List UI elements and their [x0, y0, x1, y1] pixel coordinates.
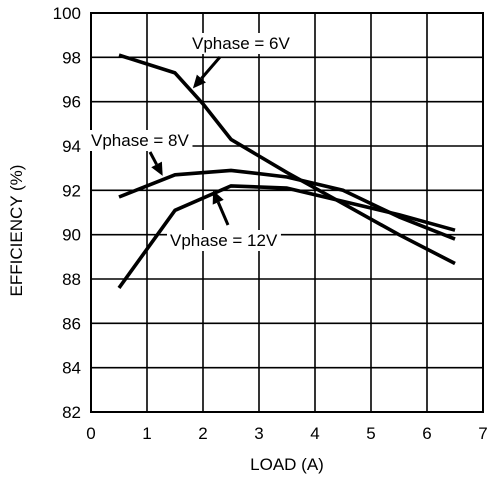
annotation-label-8v: Vphase = 8V	[91, 131, 189, 150]
y-tick-label: 84	[62, 359, 81, 378]
plot-frame	[90, 12, 484, 413]
annotation-arrow-12v	[216, 201, 230, 226]
x-axis-label: LOAD (A)	[250, 455, 324, 474]
y-tick-label: 90	[62, 226, 81, 245]
y-tick-label: 86	[62, 314, 81, 333]
y-tick-label: 88	[62, 270, 81, 289]
arrow-head-icon	[151, 161, 163, 176]
x-tick-label: 2	[198, 424, 207, 443]
tick-labels: 0 1 2 3 4 5 6 7 82 84 86 88 90 92 94 96 98 100	[53, 4, 488, 443]
y-tick-label: 82	[62, 403, 81, 422]
x-tick-label: 7	[478, 424, 487, 443]
arrow-head-icon	[192, 74, 206, 89]
annotation-arrow-6v	[200, 56, 222, 80]
x-tick-label: 6	[422, 424, 431, 443]
y-axis-label: EFFICIENCY (%)	[7, 165, 26, 297]
annotation-vphase-8v: Vphase = 8V	[88, 130, 193, 176]
annotation-vphase-12v: Vphase = 12V	[167, 190, 281, 251]
series-line-0	[118, 53, 456, 266]
series-line-2	[117, 184, 456, 289]
x-tick-label: 0	[86, 424, 95, 443]
x-tick-label: 3	[254, 424, 263, 443]
annotation-label-6v: Vphase = 6V	[192, 34, 290, 53]
series-line-1	[118, 168, 456, 241]
y-tick-label: 92	[62, 181, 81, 200]
annotation-label-background	[167, 230, 281, 251]
y-tick-label: 100	[53, 4, 81, 23]
annotation-label-background	[189, 33, 294, 54]
y-tick-label: 96	[62, 93, 81, 112]
y-tick-label: 94	[62, 137, 81, 156]
annotation-arrow-8v	[148, 151, 158, 166]
annotation-vphase-6v: Vphase = 6V	[189, 33, 294, 89]
annotation-label-background	[88, 130, 193, 151]
arrow-head-icon	[212, 190, 224, 205]
x-tick-label: 1	[142, 424, 151, 443]
annotation-label-12v: Vphase = 12V	[170, 231, 278, 250]
x-tick-label: 4	[310, 424, 319, 443]
series-lines	[117, 53, 456, 289]
x-tick-label: 5	[366, 424, 375, 443]
grid	[91, 13, 483, 412]
y-tick-label: 98	[62, 48, 81, 67]
